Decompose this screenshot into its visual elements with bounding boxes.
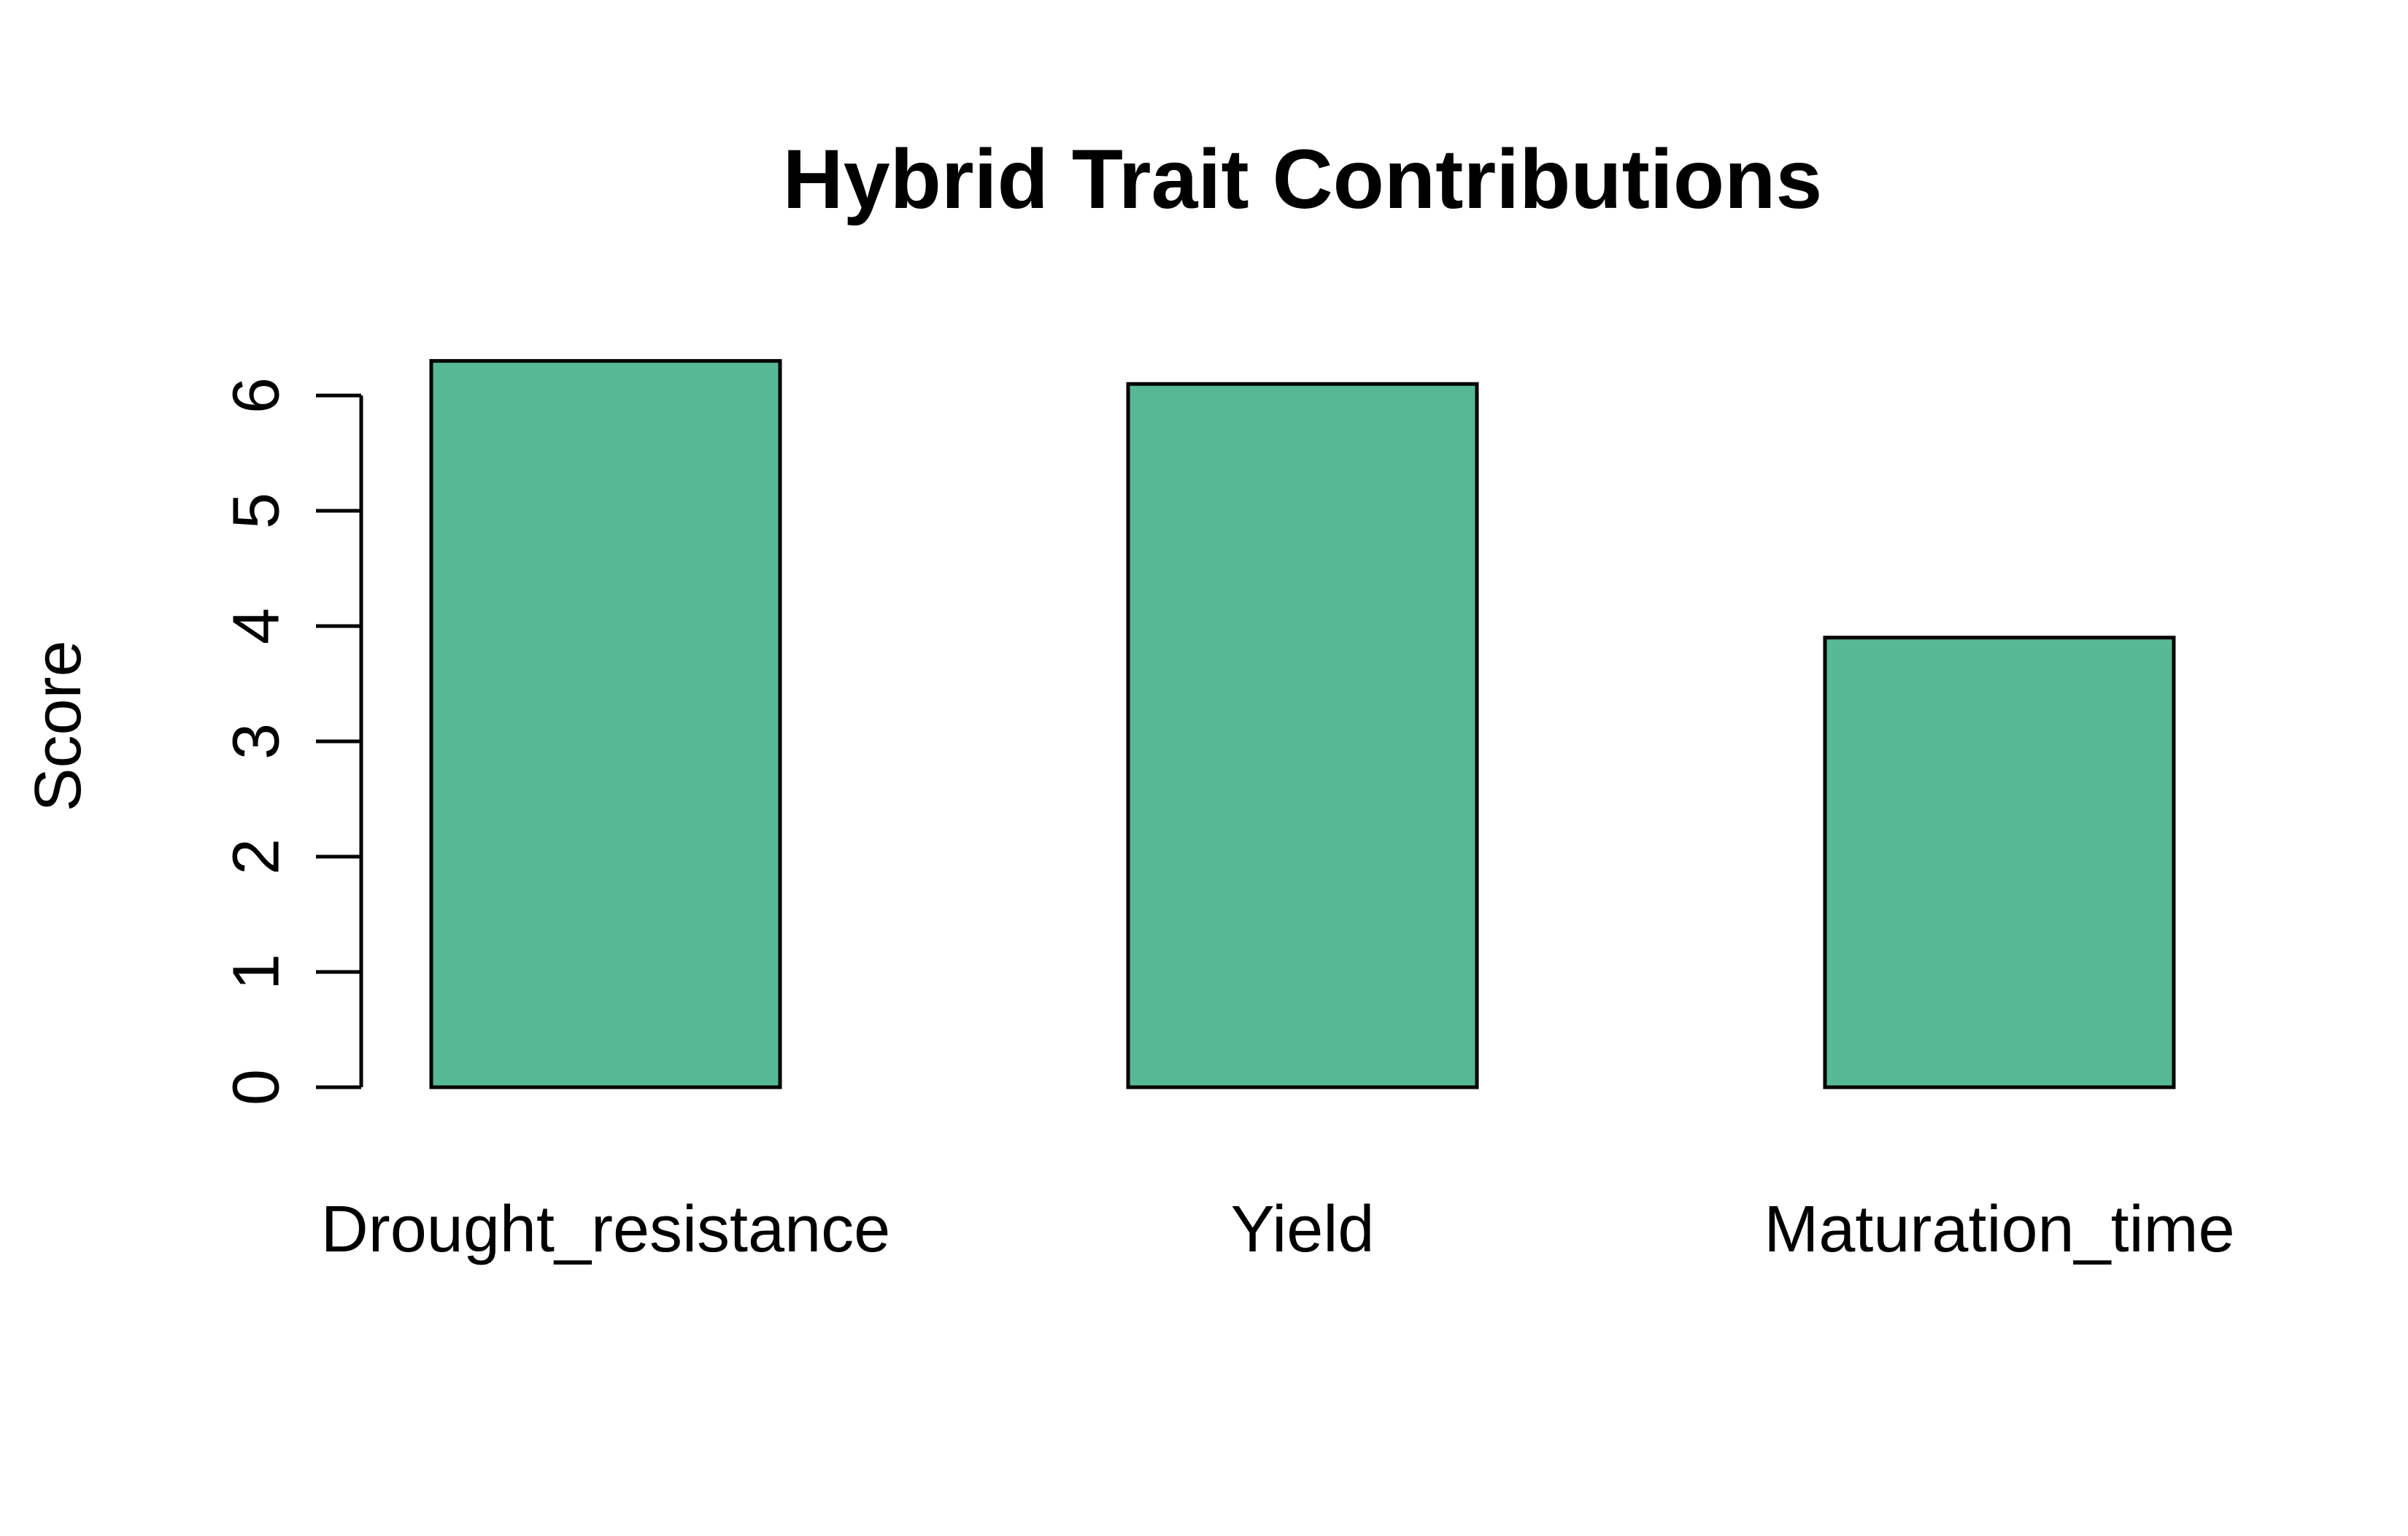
- y-tick-label: 6: [220, 377, 293, 414]
- y-tick-label: 5: [220, 493, 293, 529]
- y-tick-label: 4: [220, 608, 293, 644]
- x-axis-labels: Drought_resistance Yield Maturation_time: [321, 1193, 2235, 1266]
- y-tick-label: 3: [220, 723, 293, 760]
- bars-group: [429, 359, 2176, 1089]
- bar-maturation-time: [1823, 636, 2176, 1089]
- x-category-label: Drought_resistance: [321, 1193, 890, 1266]
- y-axis-label: Score: [22, 640, 95, 811]
- x-category-label: Yield: [1231, 1193, 1375, 1266]
- y-tick-label: 2: [220, 838, 293, 875]
- y-tick-label: 1: [220, 954, 293, 990]
- x-category-label: Maturation_time: [1764, 1193, 2234, 1266]
- chart-title: Hybrid Trait Contributions: [783, 133, 1823, 226]
- bar-yield: [1126, 382, 1479, 1089]
- y-tick-label: 0: [220, 1069, 293, 1105]
- bar-drought-resistance: [429, 359, 782, 1089]
- y-axis: 0 1 2 3 4 5 6: [220, 377, 363, 1105]
